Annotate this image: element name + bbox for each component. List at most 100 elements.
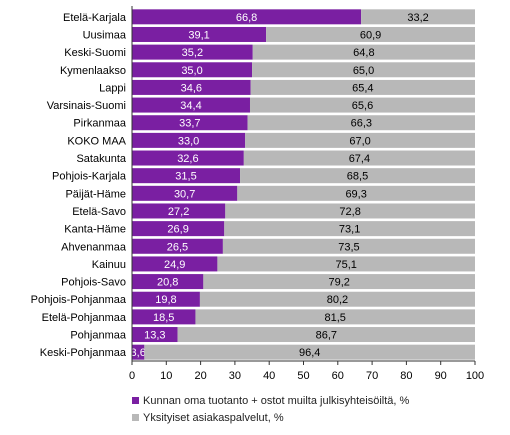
x-tick-label: 20	[194, 370, 206, 382]
data-label-municipal: 13,3	[144, 330, 165, 342]
bar-private	[252, 62, 475, 78]
bar-municipal	[132, 9, 362, 25]
bar-municipal	[132, 97, 250, 113]
bar-municipal	[132, 327, 178, 343]
bar-private	[217, 256, 476, 272]
category-label: Etelä-Karjala	[63, 12, 127, 24]
data-label-private: 73,1	[339, 224, 360, 236]
bar-municipal	[132, 238, 223, 254]
x-tick-label: 10	[160, 370, 172, 382]
bar-private	[266, 26, 475, 42]
legend: Kunnan oma tuotanto + ostot muilta julki…	[132, 392, 409, 426]
bar-private	[199, 291, 475, 307]
bar-private	[240, 168, 475, 184]
bar-private	[361, 9, 475, 25]
data-label-private: 72,8	[339, 206, 360, 218]
category-label: Satakunta	[76, 153, 126, 165]
data-label-municipal: 33,0	[178, 135, 199, 147]
data-label-municipal: 26,5	[167, 241, 188, 253]
bar-private	[144, 344, 475, 360]
legend-label-municipal: Kunnan oma tuotanto + ostot muilta julki…	[143, 394, 410, 407]
data-label-private: 65,6	[352, 100, 373, 112]
data-label-private: 79,2	[328, 277, 349, 289]
data-label-private: 66,3	[351, 118, 372, 130]
category-label: Etelä-Savo	[72, 206, 126, 218]
data-label-private: 64,8	[353, 47, 374, 59]
bar-private	[203, 274, 475, 290]
bar-private	[195, 309, 475, 325]
data-label-municipal: 35,2	[182, 47, 203, 59]
legend-swatch-private	[132, 414, 139, 421]
bar-private	[237, 185, 475, 201]
category-label: Keski-Suomi	[64, 47, 126, 59]
bar-municipal	[132, 62, 253, 78]
data-label-private: 73,5	[338, 241, 359, 253]
data-label-private: 75,1	[335, 259, 356, 271]
data-label-municipal: 24,9	[164, 259, 185, 271]
data-label-municipal: 18,5	[153, 312, 174, 324]
data-label-municipal: 26,9	[167, 224, 188, 236]
x-tick-label: 30	[229, 370, 241, 382]
category-label: Kainuu	[92, 259, 126, 271]
data-label-private: 65,0	[353, 65, 374, 77]
category-label: Lappi	[99, 82, 126, 94]
data-label-private: 80,2	[327, 294, 348, 306]
category-label: Pohjois-Karjala	[52, 171, 127, 183]
data-label-municipal: 19,8	[155, 294, 176, 306]
data-label-private: 96,4	[299, 347, 320, 359]
data-label-private: 60,9	[360, 29, 381, 41]
x-tick-label: 0	[129, 370, 135, 382]
legend-swatch-municipal	[132, 397, 139, 404]
data-label-municipal: 3,6	[131, 347, 146, 359]
category-label: Ahvenanmaa	[61, 241, 127, 253]
bar-private	[249, 97, 475, 113]
bar-private	[177, 327, 475, 343]
category-label: KOKO MAA	[67, 135, 126, 147]
x-tick-label: 50	[297, 370, 309, 382]
bar-private	[247, 115, 475, 131]
x-tick-label: 80	[400, 370, 412, 382]
x-tick-label: 70	[366, 370, 378, 382]
bar-municipal	[132, 132, 246, 148]
bar-private	[224, 221, 475, 237]
category-label: Pohjois-Pohjanmaa	[31, 294, 127, 306]
x-tick-label: 90	[435, 370, 447, 382]
data-label-municipal: 31,5	[175, 171, 196, 183]
category-label: Varsinais-Suomi	[47, 100, 126, 112]
data-label-private: 33,2	[407, 12, 428, 24]
data-label-private: 86,7	[316, 330, 337, 342]
bar-municipal	[132, 79, 251, 95]
bar-private	[222, 238, 475, 254]
data-label-private: 69,3	[345, 188, 366, 200]
bar-private	[245, 132, 475, 148]
legend-item-private: Yksityiset asiakaspalvelut, %	[132, 409, 409, 426]
x-tick-label: 40	[263, 370, 275, 382]
legend-label-private: Yksityiset asiakaspalvelut, %	[143, 411, 284, 424]
bar-municipal	[132, 115, 248, 131]
bar-municipal	[132, 150, 244, 166]
bar-municipal	[132, 344, 145, 360]
data-label-municipal: 66,8	[236, 12, 257, 24]
x-tick-label: 60	[332, 370, 344, 382]
bar-private	[243, 150, 475, 166]
bar-municipal	[132, 203, 226, 219]
bar-municipal	[132, 274, 204, 290]
bar-private	[252, 44, 475, 60]
data-label-municipal: 33,7	[179, 118, 200, 130]
data-label-municipal: 32,6	[177, 153, 198, 165]
data-label-private: 68,5	[347, 171, 368, 183]
data-label-private: 65,4	[352, 82, 373, 94]
bar-municipal	[132, 26, 267, 42]
category-label: Etelä-Pohjanmaa	[42, 312, 127, 324]
data-label-municipal: 30,7	[174, 188, 195, 200]
data-label-municipal: 27,2	[168, 206, 189, 218]
category-label: Uusimaa	[83, 29, 127, 41]
data-label-private: 81,5	[325, 312, 346, 324]
bar-private	[250, 79, 475, 95]
bar-municipal	[132, 185, 238, 201]
data-label-private: 67,0	[349, 135, 370, 147]
bar-municipal	[132, 168, 241, 184]
data-label-municipal: 34,4	[180, 100, 201, 112]
bar-private	[225, 203, 475, 219]
